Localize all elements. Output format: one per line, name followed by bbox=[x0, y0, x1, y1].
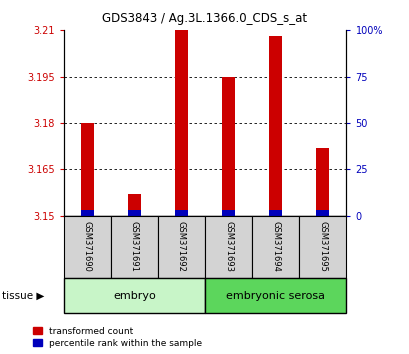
Bar bbox=[174, 30, 188, 216]
Text: embryo: embryo bbox=[112, 291, 155, 301]
Bar bbox=[63, 216, 110, 278]
Bar bbox=[80, 210, 94, 216]
Bar bbox=[80, 123, 94, 216]
Bar bbox=[204, 278, 346, 313]
Text: embryonic serosa: embryonic serosa bbox=[226, 291, 324, 301]
Bar bbox=[252, 216, 299, 278]
Text: GDS3843 / Ag.3L.1366.0_CDS_s_at: GDS3843 / Ag.3L.1366.0_CDS_s_at bbox=[102, 12, 307, 25]
Bar bbox=[127, 194, 141, 216]
Text: GSM371690: GSM371690 bbox=[83, 222, 91, 272]
Text: GSM371693: GSM371693 bbox=[224, 221, 232, 273]
Bar bbox=[110, 216, 157, 278]
Bar bbox=[315, 148, 329, 216]
Text: GSM371695: GSM371695 bbox=[318, 222, 326, 272]
Bar bbox=[174, 210, 188, 216]
Text: GSM371694: GSM371694 bbox=[271, 222, 279, 272]
Bar bbox=[315, 210, 329, 216]
Bar bbox=[221, 76, 235, 216]
Bar bbox=[268, 210, 282, 216]
Text: GSM371691: GSM371691 bbox=[130, 222, 138, 272]
Bar bbox=[221, 210, 235, 216]
Bar bbox=[127, 210, 141, 216]
Legend: transformed count, percentile rank within the sample: transformed count, percentile rank withi… bbox=[33, 327, 202, 348]
Bar bbox=[268, 36, 282, 216]
Text: GSM371692: GSM371692 bbox=[177, 222, 185, 272]
Bar bbox=[63, 278, 204, 313]
Bar bbox=[157, 216, 204, 278]
Text: tissue ▶: tissue ▶ bbox=[2, 291, 44, 301]
Bar bbox=[299, 216, 346, 278]
Bar bbox=[204, 216, 252, 278]
